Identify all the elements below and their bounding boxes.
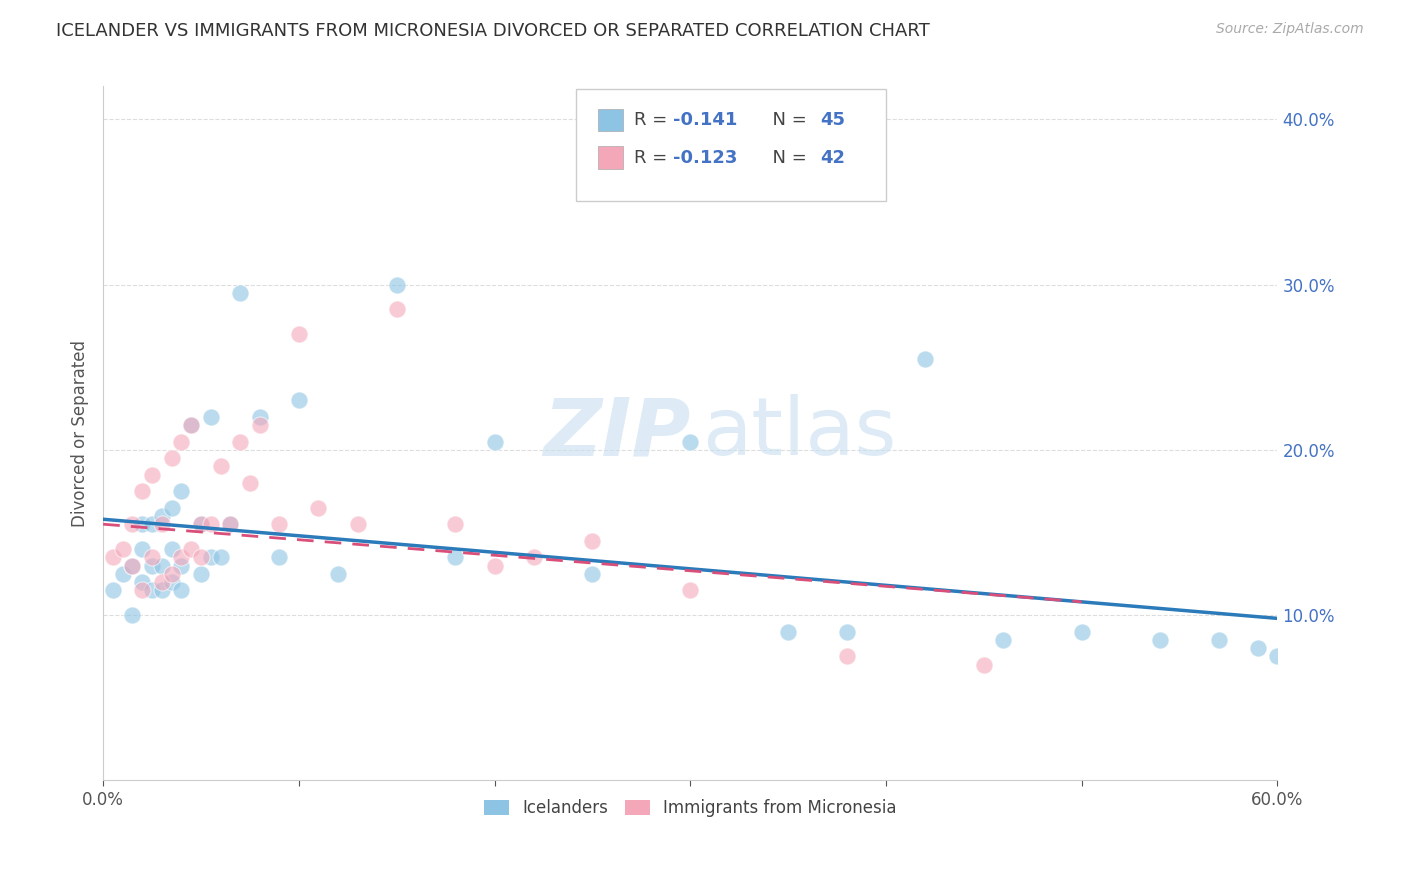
Point (141, 467, 163, 482)
Text: N =: N = (761, 149, 813, 167)
Point (121, 558, 143, 573)
Point (219, 517, 242, 532)
Y-axis label: Divorced or Separated: Divorced or Separated (72, 340, 89, 527)
Point (209, 550, 232, 565)
Point (269, 550, 291, 565)
Point (288, 327, 311, 342)
Point (444, 517, 467, 532)
Point (679, 434, 702, 449)
Point (523, 550, 546, 565)
Point (1208, 632, 1230, 647)
Text: -0.141: -0.141 (673, 112, 738, 129)
Point (180, 541, 202, 556)
Point (307, 500, 329, 515)
Point (190, 517, 212, 532)
Point (581, 533, 603, 548)
Point (180, 418, 202, 433)
Text: Source: ZipAtlas.com: Source: ZipAtlas.com (1216, 22, 1364, 37)
Point (679, 583, 702, 598)
Point (141, 583, 163, 598)
Point (160, 566, 183, 581)
Point (131, 541, 153, 556)
Point (200, 550, 222, 565)
Point (160, 575, 183, 590)
Point (835, 624, 858, 639)
Text: 42: 42 (820, 149, 845, 167)
Point (180, 418, 202, 433)
Point (1247, 641, 1270, 656)
Point (160, 541, 183, 556)
Point (170, 550, 193, 565)
Point (993, 632, 1015, 647)
Text: atlas: atlas (702, 394, 897, 473)
Point (835, 649, 858, 664)
Point (170, 434, 193, 449)
Point (914, 351, 936, 366)
Point (101, 583, 124, 598)
Text: -0.123: -0.123 (673, 149, 738, 167)
Point (326, 566, 349, 581)
Point (249, 418, 271, 433)
Point (170, 583, 193, 598)
Text: R =: R = (634, 112, 673, 129)
Point (229, 434, 252, 449)
Point (170, 558, 193, 573)
Point (219, 517, 242, 532)
Point (1149, 632, 1171, 647)
Point (141, 558, 163, 573)
Point (121, 608, 143, 623)
Point (121, 517, 143, 532)
Point (131, 575, 153, 590)
Point (385, 302, 408, 317)
Point (150, 508, 173, 523)
Text: 45: 45 (820, 112, 845, 129)
Point (101, 550, 124, 565)
Point (346, 517, 368, 532)
Point (444, 550, 467, 565)
Point (778, 624, 800, 639)
Point (150, 558, 173, 573)
Point (190, 517, 212, 532)
Point (239, 475, 262, 490)
Point (131, 583, 153, 598)
Point (160, 500, 183, 515)
Point (229, 285, 252, 300)
Point (131, 517, 153, 532)
Point (131, 484, 153, 499)
Point (385, 277, 408, 292)
Point (200, 517, 222, 532)
Text: N =: N = (761, 112, 813, 129)
Point (269, 517, 291, 532)
Point (288, 393, 311, 408)
Point (141, 550, 163, 565)
Point (190, 566, 212, 581)
Point (581, 566, 603, 581)
Point (170, 484, 193, 499)
Point (1267, 649, 1289, 664)
Point (150, 583, 173, 598)
Point (150, 517, 173, 532)
Point (1070, 624, 1092, 639)
Point (200, 409, 222, 424)
Point (484, 558, 506, 573)
Point (111, 541, 134, 556)
Point (209, 459, 232, 474)
Text: R =: R = (634, 149, 673, 167)
Point (141, 517, 163, 532)
Point (973, 657, 995, 672)
Point (150, 575, 173, 590)
Point (249, 409, 271, 424)
Point (111, 566, 134, 581)
Point (121, 558, 143, 573)
Text: ZIP: ZIP (543, 394, 690, 473)
Point (190, 550, 212, 565)
Point (160, 451, 183, 466)
Text: ICELANDER VS IMMIGRANTS FROM MICRONESIA DIVORCED OR SEPARATED CORRELATION CHART: ICELANDER VS IMMIGRANTS FROM MICRONESIA … (56, 22, 929, 40)
Point (484, 434, 506, 449)
Legend: Icelanders, Immigrants from Micronesia: Icelanders, Immigrants from Micronesia (477, 793, 903, 824)
